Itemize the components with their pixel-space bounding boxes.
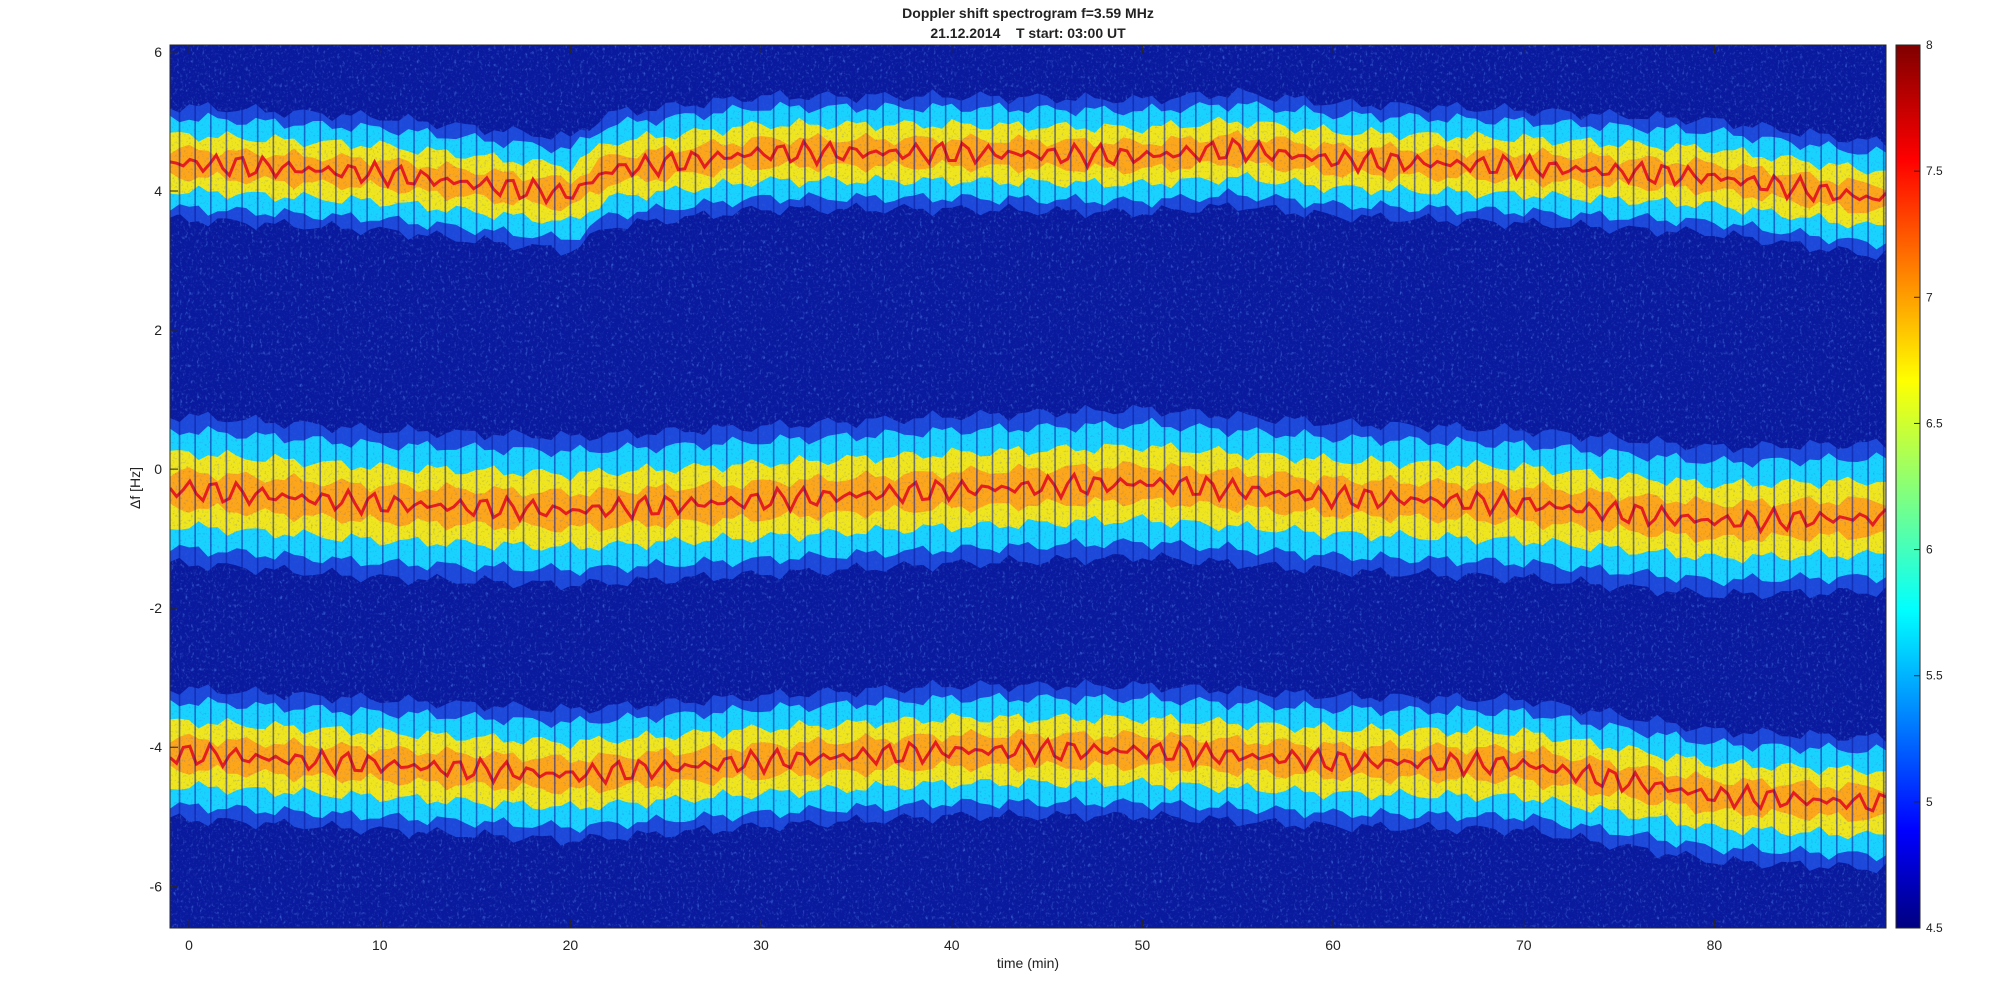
- chart-subtitle: 21.12.2014 T start: 03:00 UT: [930, 25, 1126, 41]
- colorbar-tick-label: 5: [1926, 795, 1933, 809]
- y-tick-label: 2: [154, 322, 162, 338]
- colorbar: 4.5 5 5.5 6 6.5 7 7.5 8: [1895, 38, 1943, 935]
- x-tick-label: 0: [185, 937, 193, 953]
- colorbar-tick-label: 8: [1926, 38, 1933, 52]
- x-tick-label: 60: [1325, 937, 1341, 953]
- colorbar-tick-label: 7.5: [1926, 164, 1943, 178]
- colorbar-tick-label: 7: [1926, 290, 1933, 304]
- y-tick-label: -6: [150, 878, 163, 894]
- x-tick-label: 20: [563, 937, 579, 953]
- y-tick-label: -2: [150, 600, 163, 616]
- x-tick-label: 50: [1135, 937, 1151, 953]
- colorbar-tick-label: 6.5: [1926, 416, 1943, 430]
- x-tick-label: 70: [1516, 937, 1532, 953]
- y-axis: -6 -4 -2 0 2 4 6: [150, 44, 178, 894]
- time-stripes: [178, 45, 1885, 928]
- x-axis-label: time (min): [997, 955, 1059, 971]
- plot-area: [169, 44, 1887, 929]
- chart-title: Doppler shift spectrogram f=3.59 MHz: [902, 5, 1154, 21]
- y-axis-label: Δf [Hz]: [127, 467, 143, 509]
- x-axis: 0 10 20 30 40 50 60 70 80: [185, 45, 1722, 953]
- x-tick-label: 80: [1707, 937, 1723, 953]
- y-tick-label: 6: [154, 44, 162, 60]
- colorbar-tick-label: 6: [1926, 543, 1933, 557]
- plot-frame: [169, 44, 1887, 929]
- colorbar-gradient: [1895, 44, 1921, 929]
- x-tick-label: 40: [944, 937, 960, 953]
- colorbar-tick-label: 4.5: [1926, 921, 1943, 935]
- x-tick-label: 30: [753, 937, 769, 953]
- x-tick-label: 10: [372, 937, 388, 953]
- y-tick-label: -4: [150, 739, 163, 755]
- y-tick-label: 0: [154, 461, 162, 477]
- colorbar-tick-label: 5.5: [1926, 669, 1943, 683]
- y-tick-label: 4: [154, 183, 162, 199]
- colorbar-ticks: 4.5 5 5.5 6 6.5 7 7.5 8: [1914, 38, 1943, 935]
- band-speckle: [170, 45, 1886, 928]
